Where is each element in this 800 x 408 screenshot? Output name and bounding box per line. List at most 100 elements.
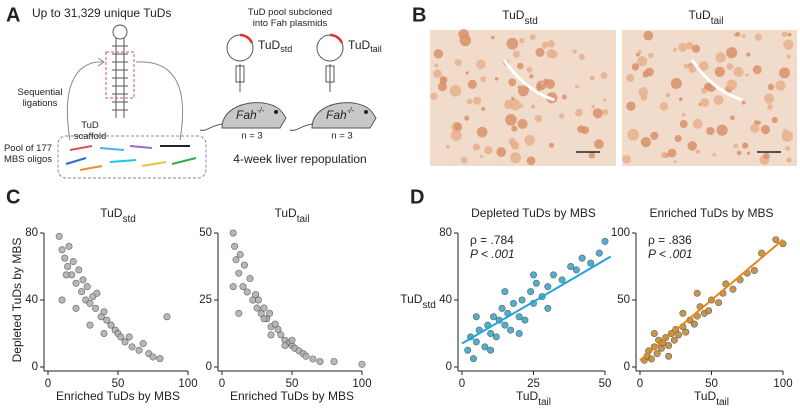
stain — [472, 143, 481, 151]
y-tick-label: 40 — [25, 294, 38, 306]
point — [240, 261, 248, 269]
title-main: TuD — [100, 206, 123, 220]
y-tick-label: 0 — [32, 361, 38, 373]
stain — [678, 97, 683, 102]
point — [260, 304, 268, 312]
point — [464, 346, 472, 354]
stain — [473, 96, 482, 105]
point — [135, 346, 143, 354]
stain — [575, 108, 583, 117]
point — [253, 304, 261, 312]
point — [472, 338, 480, 346]
stain — [745, 73, 749, 77]
point — [231, 242, 239, 250]
stain — [760, 125, 771, 135]
point — [670, 336, 678, 344]
point — [729, 285, 737, 293]
point — [544, 304, 552, 312]
stain — [700, 98, 710, 108]
y-tick-label: 100 — [611, 227, 630, 239]
xlabel: Enriched TuDs by MBS — [56, 389, 180, 403]
point — [246, 275, 254, 283]
point — [229, 229, 237, 237]
stain — [763, 93, 775, 104]
stain — [660, 151, 668, 159]
point — [117, 333, 125, 341]
stain — [714, 66, 725, 77]
stain — [546, 49, 556, 59]
stain — [578, 53, 585, 60]
stain — [637, 56, 648, 67]
stain — [733, 66, 744, 77]
stain — [659, 102, 669, 111]
stain — [466, 98, 473, 105]
stain — [786, 54, 791, 59]
point — [521, 316, 529, 324]
stain — [561, 94, 567, 100]
point — [55, 232, 63, 240]
point — [572, 266, 580, 274]
n-label: n = 3 — [331, 131, 352, 142]
xlabel: TuDtail — [694, 389, 729, 407]
point — [271, 320, 279, 328]
ylabel: Depleted TuDs by MBS — [10, 238, 24, 363]
stain — [558, 113, 565, 119]
point — [235, 269, 243, 277]
stain — [767, 83, 775, 91]
stain — [679, 120, 688, 129]
panel-label: B — [412, 4, 426, 26]
stain — [534, 114, 543, 123]
point — [83, 283, 91, 291]
point — [650, 329, 658, 337]
stain — [779, 67, 791, 79]
stain — [691, 44, 701, 53]
stain — [667, 148, 677, 158]
point — [527, 288, 535, 296]
stain — [681, 112, 686, 117]
point — [469, 355, 477, 363]
stain — [505, 114, 517, 126]
point — [690, 320, 698, 328]
stain — [775, 80, 786, 91]
stain — [645, 67, 654, 77]
point — [675, 331, 683, 339]
point — [595, 249, 603, 257]
stain — [626, 101, 636, 111]
stain — [648, 52, 654, 59]
mouse-label: Fah-/- — [236, 106, 265, 122]
xlabel-main: Enriched TuDs by MBS — [230, 389, 354, 403]
point — [128, 343, 136, 351]
stain — [467, 79, 477, 89]
fit-line — [639, 238, 784, 362]
x-tick-label: 50 — [599, 378, 612, 390]
point — [567, 262, 575, 270]
stain — [588, 152, 596, 159]
stain — [454, 59, 462, 67]
stain — [529, 34, 536, 41]
x-tick-label: 100 — [178, 378, 197, 390]
stain — [496, 147, 507, 157]
point — [156, 355, 164, 363]
point — [243, 288, 251, 296]
stain — [430, 92, 438, 100]
point — [316, 358, 324, 366]
point — [518, 296, 526, 304]
point — [266, 309, 274, 317]
stain — [787, 32, 792, 37]
point — [149, 353, 157, 361]
point — [330, 358, 338, 366]
stain — [494, 76, 499, 81]
mouse-label: Fah-/- — [326, 106, 355, 122]
y-tick-label: 0 — [624, 361, 630, 373]
stain — [704, 82, 712, 91]
point — [61, 254, 69, 262]
point — [92, 304, 100, 312]
point — [86, 299, 94, 307]
stain — [756, 120, 761, 125]
panel-label: C — [6, 186, 20, 208]
stain — [687, 141, 697, 151]
panel-label: D — [410, 186, 424, 208]
stain — [580, 126, 590, 135]
x-tick-label: 100 — [773, 378, 792, 390]
